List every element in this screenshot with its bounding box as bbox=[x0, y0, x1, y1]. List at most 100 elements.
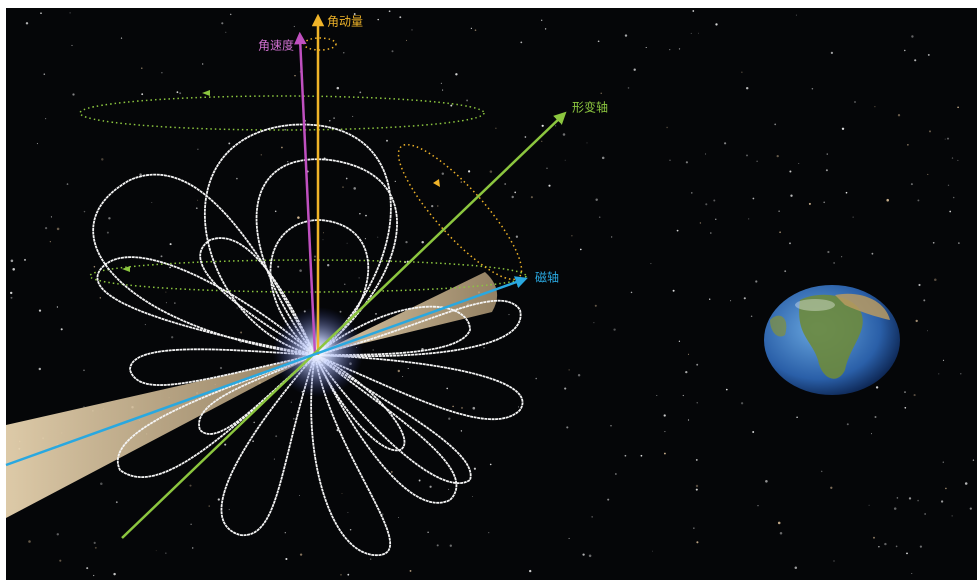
star bbox=[796, 416, 798, 419]
star bbox=[10, 296, 13, 299]
star bbox=[709, 298, 711, 300]
star bbox=[544, 28, 547, 30]
star bbox=[687, 419, 690, 421]
star bbox=[886, 198, 889, 202]
star bbox=[448, 488, 450, 490]
star bbox=[696, 363, 699, 366]
star bbox=[402, 375, 404, 378]
star bbox=[169, 266, 171, 269]
star bbox=[165, 302, 167, 304]
star bbox=[106, 231, 109, 234]
star bbox=[541, 124, 544, 127]
star bbox=[568, 369, 570, 371]
star bbox=[871, 252, 874, 255]
star bbox=[841, 256, 843, 258]
deformation-axis bbox=[121, 111, 567, 539]
star bbox=[219, 366, 223, 370]
star bbox=[56, 533, 59, 536]
star bbox=[710, 232, 712, 234]
star bbox=[323, 232, 325, 234]
star bbox=[757, 505, 759, 507]
star bbox=[448, 417, 451, 420]
star bbox=[676, 229, 679, 232]
star bbox=[60, 328, 63, 331]
star bbox=[613, 328, 616, 331]
star bbox=[418, 479, 421, 482]
star bbox=[724, 142, 727, 145]
star bbox=[893, 507, 897, 510]
star bbox=[195, 207, 198, 210]
star bbox=[9, 291, 13, 295]
star bbox=[932, 241, 935, 244]
star bbox=[100, 482, 103, 485]
star bbox=[969, 507, 972, 510]
star bbox=[713, 199, 716, 202]
star bbox=[252, 440, 254, 443]
star bbox=[284, 532, 286, 534]
star bbox=[10, 259, 14, 263]
star bbox=[746, 154, 748, 157]
star bbox=[566, 426, 569, 429]
star bbox=[750, 315, 753, 317]
star bbox=[830, 51, 834, 55]
star bbox=[692, 10, 695, 12]
star bbox=[942, 359, 945, 361]
star bbox=[927, 173, 929, 175]
star bbox=[908, 497, 912, 500]
star bbox=[139, 173, 142, 176]
star bbox=[874, 106, 876, 108]
star bbox=[189, 484, 192, 487]
star bbox=[951, 157, 954, 159]
star bbox=[365, 214, 367, 217]
star bbox=[682, 394, 684, 397]
star bbox=[466, 99, 469, 102]
magnetic-axis bbox=[5, 276, 528, 467]
star bbox=[715, 23, 718, 26]
star bbox=[260, 154, 262, 156]
star bbox=[811, 88, 814, 90]
star bbox=[945, 487, 947, 490]
star bbox=[695, 488, 698, 491]
star bbox=[597, 40, 600, 43]
star bbox=[483, 346, 485, 349]
star bbox=[197, 199, 199, 201]
star bbox=[450, 104, 453, 107]
star bbox=[285, 557, 288, 561]
star bbox=[827, 250, 830, 254]
star bbox=[650, 263, 652, 265]
star bbox=[460, 181, 462, 183]
star bbox=[399, 16, 402, 19]
star bbox=[115, 501, 118, 504]
axis-label: 角动量 bbox=[327, 15, 363, 29]
star bbox=[409, 569, 412, 572]
star bbox=[86, 567, 89, 570]
star bbox=[875, 386, 879, 389]
star bbox=[329, 120, 331, 122]
star bbox=[904, 49, 906, 52]
star bbox=[740, 402, 744, 405]
star bbox=[151, 202, 153, 204]
star bbox=[952, 196, 955, 199]
star bbox=[405, 39, 408, 41]
star bbox=[347, 512, 349, 513]
star bbox=[94, 546, 97, 549]
star bbox=[548, 184, 551, 187]
star bbox=[568, 537, 570, 539]
star bbox=[160, 255, 163, 258]
star bbox=[359, 91, 362, 94]
star bbox=[600, 92, 602, 94]
star bbox=[755, 280, 758, 283]
star bbox=[972, 459, 975, 461]
star bbox=[381, 513, 384, 516]
star bbox=[442, 89, 444, 91]
axis-label: 磁轴 bbox=[535, 270, 559, 285]
star bbox=[669, 159, 671, 161]
star bbox=[913, 394, 916, 397]
star bbox=[529, 569, 532, 573]
star bbox=[562, 133, 566, 136]
star bbox=[353, 187, 356, 190]
star bbox=[431, 204, 434, 208]
star bbox=[93, 265, 96, 268]
star bbox=[56, 306, 59, 308]
star bbox=[359, 213, 361, 215]
